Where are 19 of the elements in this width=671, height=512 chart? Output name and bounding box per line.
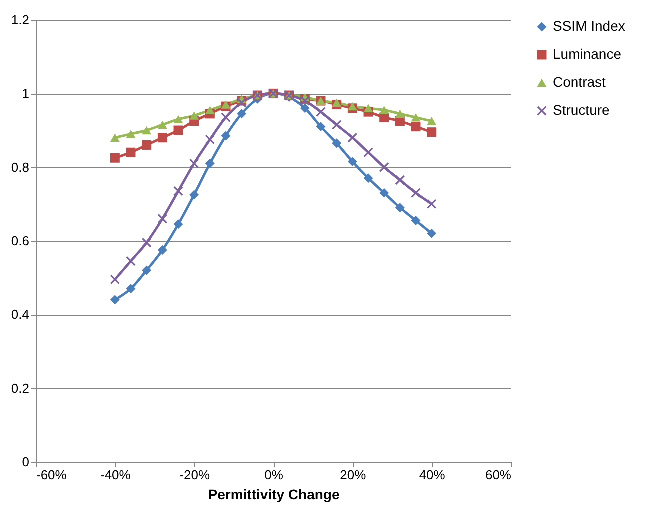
x-tick-label: 0%: [264, 468, 284, 482]
x-tick-label: 40%: [419, 468, 446, 482]
y-tick-label: 0.2: [11, 380, 30, 396]
y-tick-label: 0: [22, 454, 30, 470]
x-tick-label: 60%: [485, 468, 512, 482]
y-tick-label: 0.4: [11, 307, 30, 322]
x-tick-label: -40%: [100, 468, 132, 482]
y-tick-label: 1: [22, 86, 30, 102]
y-tick-label: 0.6: [11, 234, 30, 248]
x-axis-title: Permittivity Change: [208, 486, 340, 502]
legend-label: Structure: [553, 102, 610, 118]
legend-label: SSIM Index: [553, 18, 626, 34]
x-tick-label: 20%: [340, 468, 367, 482]
legend-label: Contrast: [553, 74, 606, 90]
legend-label: Luminance: [553, 46, 622, 62]
y-tick-label: 0.8: [11, 160, 30, 175]
x-tick-label: -20%: [180, 468, 210, 482]
y-tick-label: 1.2: [11, 12, 30, 28]
x-tick-label: -60%: [36, 468, 68, 482]
